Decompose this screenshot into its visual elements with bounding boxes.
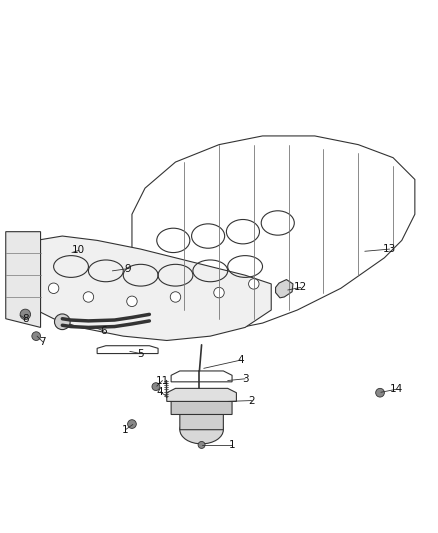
Text: 7: 7 (39, 337, 46, 347)
Text: 4: 4 (157, 387, 163, 397)
Text: 12: 12 (294, 282, 307, 293)
Text: 13: 13 (383, 244, 396, 254)
Circle shape (127, 296, 137, 306)
Text: 2: 2 (248, 395, 255, 406)
Circle shape (376, 389, 385, 397)
Text: 1: 1 (229, 440, 235, 450)
Circle shape (54, 314, 70, 329)
Polygon shape (276, 279, 293, 298)
Text: 11: 11 (156, 376, 169, 385)
Circle shape (198, 441, 205, 448)
Circle shape (152, 383, 160, 391)
Polygon shape (167, 389, 237, 401)
Ellipse shape (180, 416, 223, 444)
Polygon shape (171, 395, 232, 415)
Polygon shape (180, 406, 223, 430)
Text: 1: 1 (122, 425, 129, 435)
Circle shape (83, 292, 94, 302)
Circle shape (20, 309, 31, 320)
Text: 3: 3 (242, 374, 248, 384)
Text: 8: 8 (22, 314, 28, 324)
Text: 14: 14 (390, 384, 403, 394)
Circle shape (127, 419, 136, 429)
Circle shape (48, 283, 59, 294)
Text: 9: 9 (124, 264, 131, 273)
Circle shape (32, 332, 41, 341)
Text: 6: 6 (100, 326, 107, 336)
Circle shape (170, 292, 181, 302)
Polygon shape (6, 232, 41, 327)
Text: 4: 4 (237, 355, 244, 365)
Text: 10: 10 (72, 245, 85, 255)
Circle shape (214, 287, 224, 298)
Circle shape (249, 279, 259, 289)
Text: 5: 5 (138, 349, 144, 359)
Polygon shape (23, 236, 271, 341)
